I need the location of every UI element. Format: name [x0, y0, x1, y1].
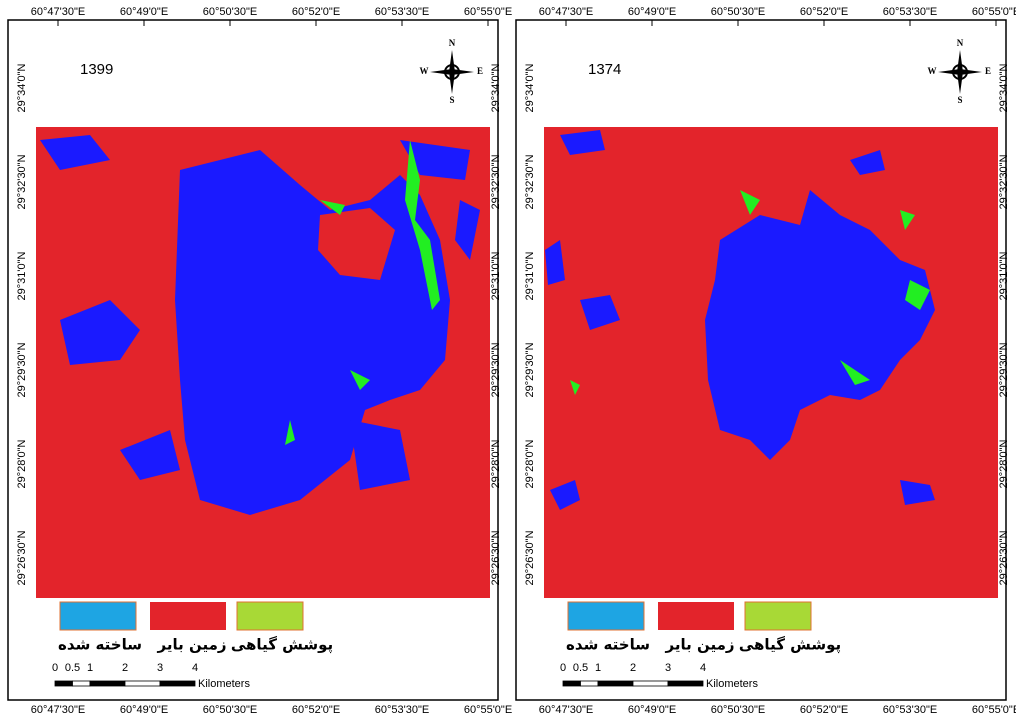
- scale-tick-label: 0.5: [573, 662, 588, 674]
- scale-tick-label: 2: [630, 662, 636, 674]
- north-arrow-letter: E: [477, 66, 483, 76]
- scale-tick-label: 1: [595, 662, 601, 674]
- longitude-label: 60°49'0"E: [628, 6, 676, 18]
- latitude-label: 29°28'0"N: [16, 439, 28, 488]
- map-figure: 1399 60°47'30"E 60°47'30"E 60°49'0"E 60°49'0…: [0, 0, 1016, 720]
- latitude-label: 29°28'0"N: [998, 439, 1010, 488]
- latitude-label: 29°34'0"N: [490, 63, 502, 112]
- north-arrow-letter: W: [420, 66, 429, 76]
- legend-label: پوشش گیاهی: [739, 636, 841, 655]
- longitude-label: 60°50'30"E: [203, 6, 257, 18]
- scale-segment: [73, 681, 91, 686]
- longitude-label: 60°52'0"E: [800, 704, 848, 716]
- longitude-label: 60°50'30"E: [711, 704, 765, 716]
- longitude-label: 60°53'30"E: [375, 6, 429, 18]
- north-arrow-letter: N: [449, 38, 456, 48]
- scale-unit: Kilometers: [706, 678, 758, 690]
- north-arrow-letter: S: [957, 95, 962, 105]
- scale-tick-label: 0: [560, 662, 566, 674]
- scale-tick-label: 1: [87, 662, 93, 674]
- latitude-label: 29°26'30"N: [524, 530, 536, 585]
- scale-segment: [90, 681, 125, 686]
- latitude-label: 29°31'0"N: [998, 251, 1010, 300]
- panel-year: 1399: [80, 61, 113, 78]
- legend-swatch: [745, 602, 811, 630]
- latitude-label: 29°32'30"N: [16, 154, 28, 209]
- latitude-label: 29°31'0"N: [524, 251, 536, 300]
- longitude-label: 60°52'0"E: [292, 6, 340, 18]
- legend-label: زمین بایر: [665, 636, 735, 654]
- longitude-label: 60°50'30"E: [203, 704, 257, 716]
- longitude-label: 60°49'0"E: [628, 704, 676, 716]
- scale-segment: [668, 681, 703, 686]
- north-arrow-letter: S: [449, 95, 454, 105]
- scale-tick-label: 3: [665, 662, 671, 674]
- longitude-label: 60°52'0"E: [800, 6, 848, 18]
- latitude-label: 29°26'30"N: [490, 530, 502, 585]
- latitude-label: 29°29'30"N: [524, 342, 536, 397]
- scale-segment: [563, 681, 581, 686]
- scale-tick-label: 3: [157, 662, 163, 674]
- latitude-label: 29°32'30"N: [490, 154, 502, 209]
- longitude-label: 60°55'0"E: [972, 6, 1016, 18]
- north-arrow-letter: N: [957, 38, 964, 48]
- longitude-label: 60°53'30"E: [375, 704, 429, 716]
- legend-swatch: [658, 602, 734, 630]
- latitude-label: 29°31'0"N: [490, 251, 502, 300]
- latitude-label: 29°34'0"N: [16, 63, 28, 112]
- scale-tick-label: 0.5: [65, 662, 80, 674]
- latitude-label: 29°26'30"N: [998, 530, 1010, 585]
- scale-segment: [633, 681, 668, 686]
- legend-swatch: [150, 602, 226, 630]
- scale-unit: Kilometers: [198, 678, 250, 690]
- legend-swatch: [60, 602, 136, 630]
- north-arrow-letter: W: [928, 66, 937, 76]
- longitude-label: 60°47'30"E: [31, 6, 85, 18]
- longitude-label: 60°55'0"E: [972, 704, 1016, 716]
- longitude-label: 60°47'30"E: [31, 704, 85, 716]
- latitude-label: 29°28'0"N: [490, 439, 502, 488]
- latitude-label: 29°28'0"N: [524, 439, 536, 488]
- latitude-label: 29°31'0"N: [16, 251, 28, 300]
- longitude-label: 60°53'30"E: [883, 6, 937, 18]
- longitude-label: 60°55'0"E: [464, 704, 512, 716]
- latitude-label: 29°34'0"N: [524, 63, 536, 112]
- north-arrow-letter: E: [985, 66, 991, 76]
- latitude-label: 29°32'30"N: [998, 154, 1010, 209]
- legend-swatch: [237, 602, 303, 630]
- latitude-label: 29°34'0"N: [998, 63, 1010, 112]
- panel-year: 1374: [588, 61, 621, 78]
- legend-label: زمین بایر: [157, 636, 227, 654]
- scale-tick-label: 4: [192, 662, 198, 674]
- latitude-label: 29°32'30"N: [524, 154, 536, 209]
- legend-label: ساخته شده: [566, 636, 650, 654]
- longitude-label: 60°55'0"E: [464, 6, 512, 18]
- scale-segment: [598, 681, 633, 686]
- latitude-label: 29°29'30"N: [490, 342, 502, 397]
- scale-segment: [581, 681, 599, 686]
- scale-segment: [160, 681, 195, 686]
- scale-tick-label: 2: [122, 662, 128, 674]
- scale-segment: [125, 681, 160, 686]
- legend-label: ساخته شده: [58, 636, 142, 654]
- scale-tick-label: 0: [52, 662, 58, 674]
- latitude-label: 29°26'30"N: [16, 530, 28, 585]
- longitude-label: 60°47'30"E: [539, 6, 593, 18]
- legend-label: پوشش گیاهی: [231, 636, 333, 655]
- latitude-label: 29°29'30"N: [16, 342, 28, 397]
- latitude-label: 29°29'30"N: [998, 342, 1010, 397]
- longitude-label: 60°47'30"E: [539, 704, 593, 716]
- longitude-label: 60°49'0"E: [120, 6, 168, 18]
- scale-segment: [55, 681, 73, 686]
- longitude-label: 60°53'30"E: [883, 704, 937, 716]
- longitude-label: 60°52'0"E: [292, 704, 340, 716]
- longitude-label: 60°50'30"E: [711, 6, 765, 18]
- legend-swatch: [568, 602, 644, 630]
- scale-tick-label: 4: [700, 662, 706, 674]
- longitude-label: 60°49'0"E: [120, 704, 168, 716]
